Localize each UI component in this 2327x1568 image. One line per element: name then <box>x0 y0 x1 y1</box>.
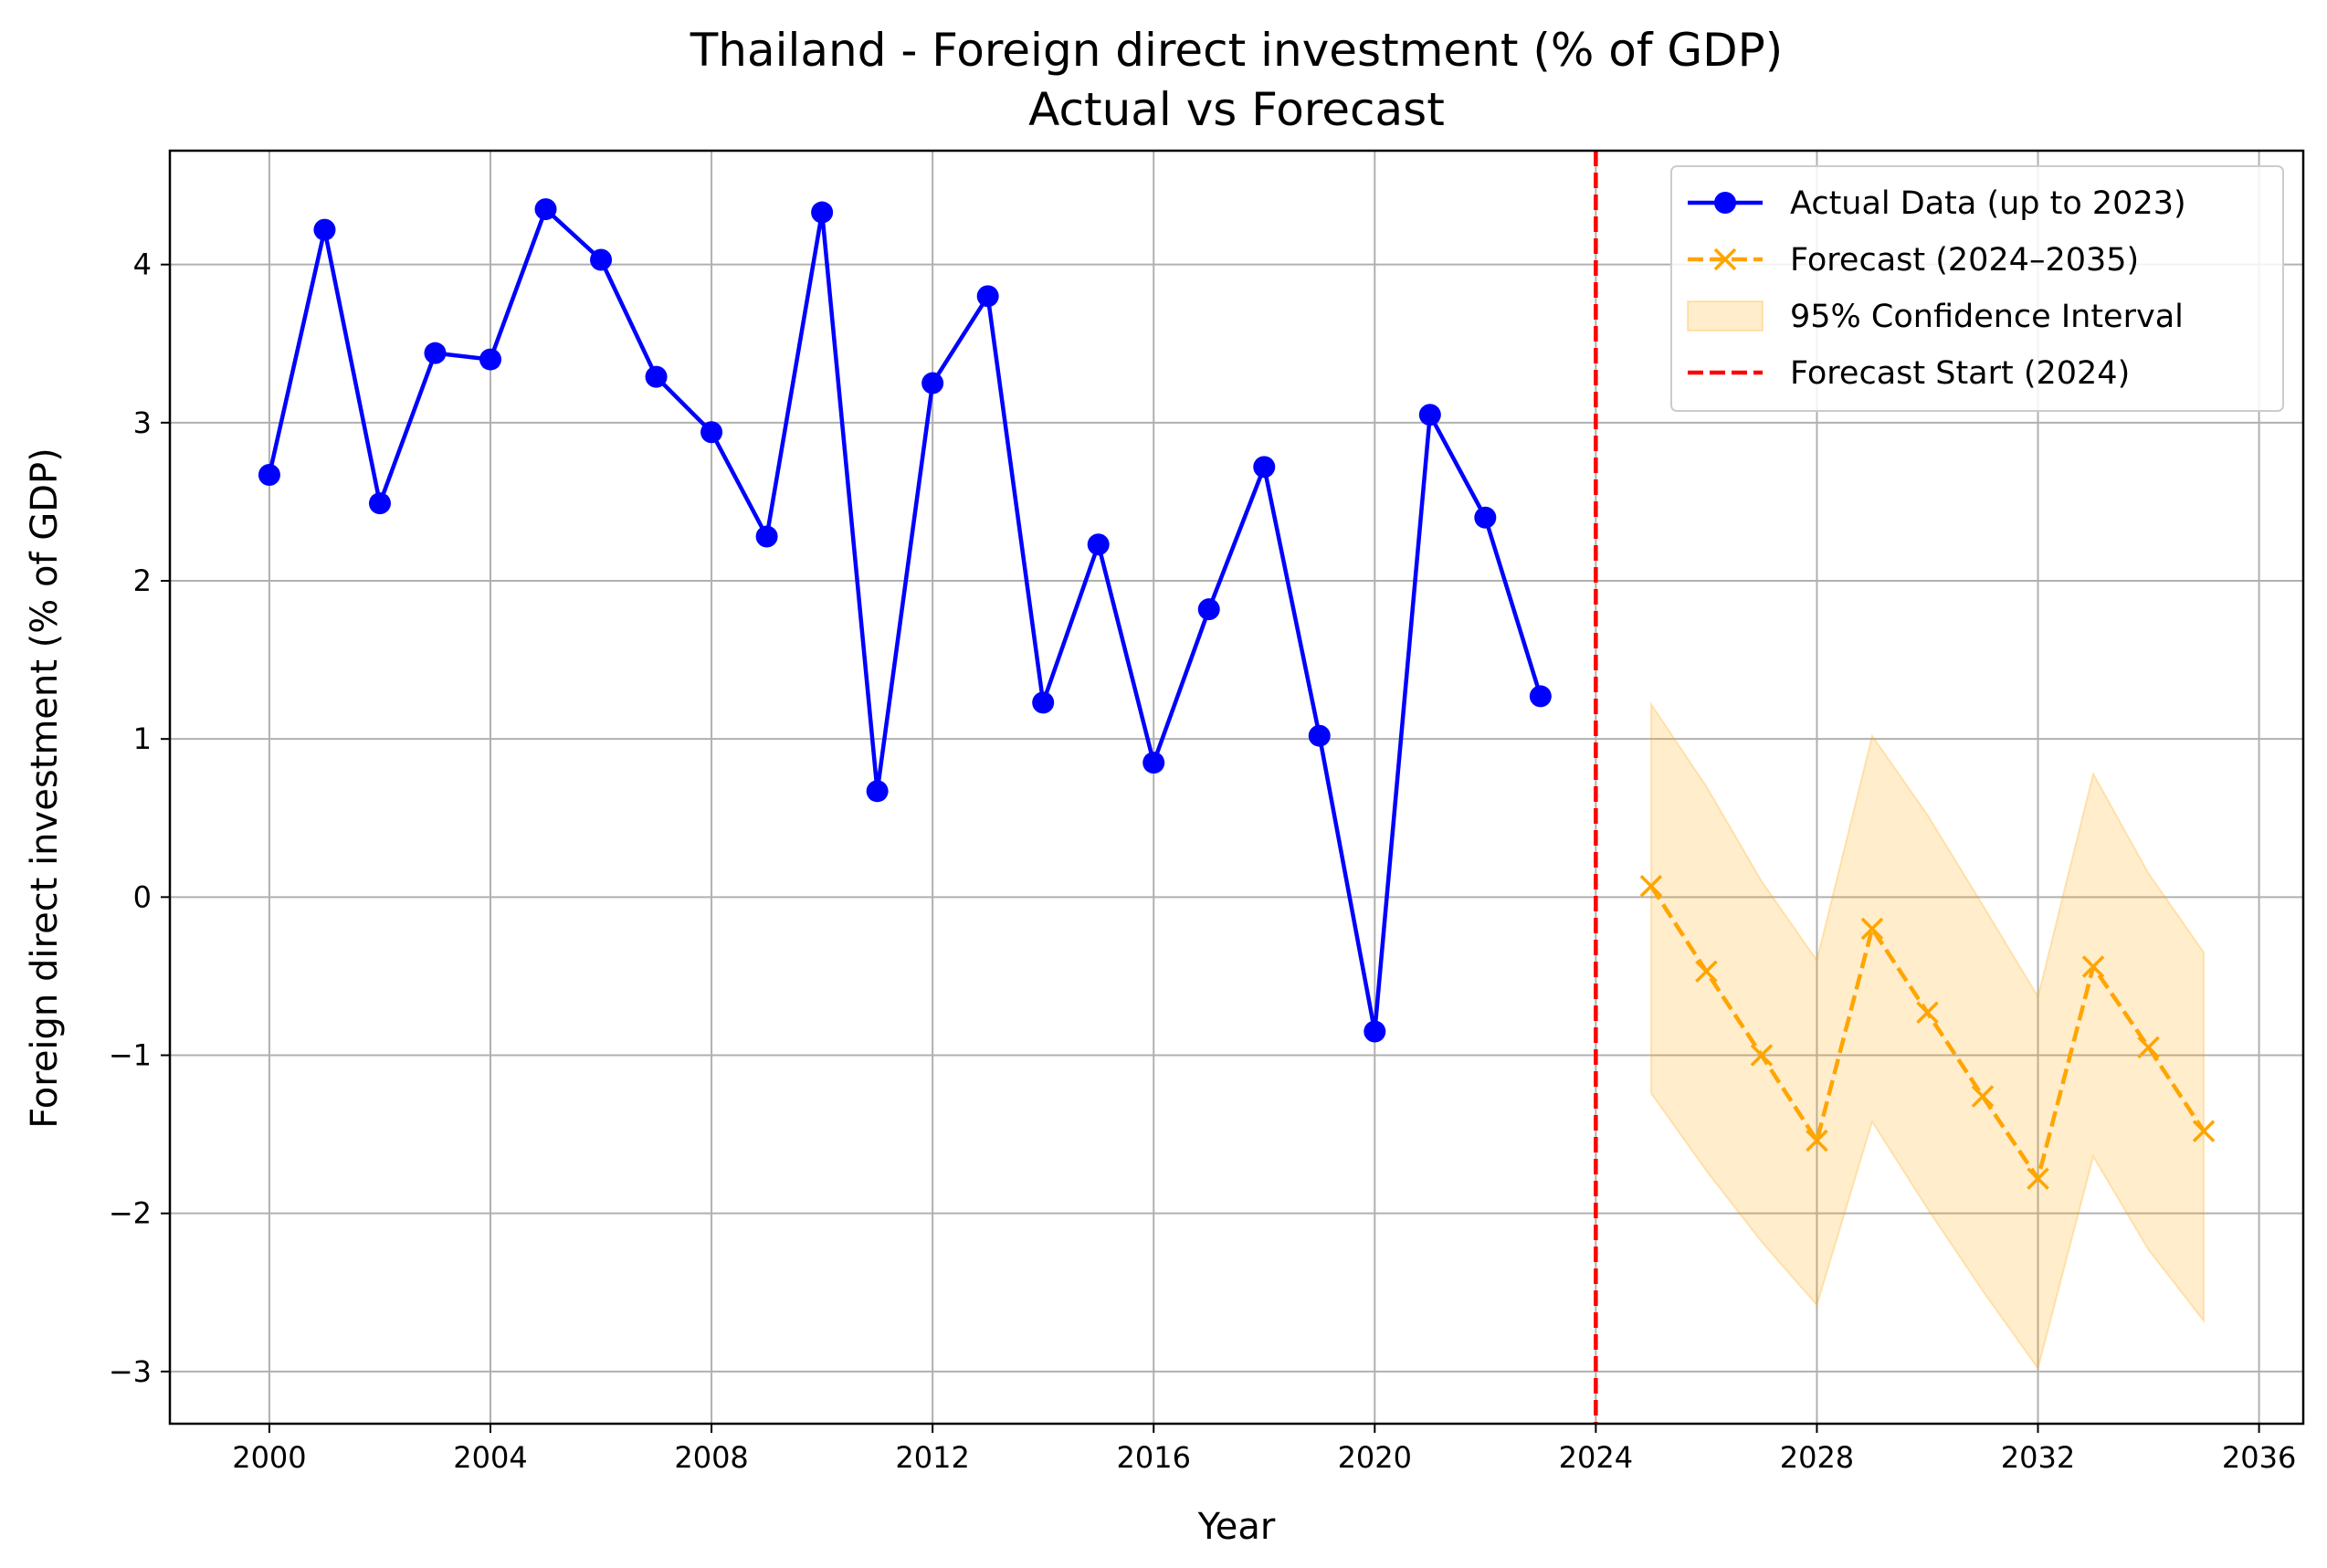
data-point <box>368 492 391 515</box>
data-point <box>1860 917 1884 941</box>
data-point <box>700 421 723 444</box>
legend-item: Forecast Start (2024) <box>1688 355 2130 392</box>
confidence-band <box>1649 700 2206 1371</box>
y-tick-label: 0 <box>133 879 152 914</box>
data-point <box>1916 1001 1939 1024</box>
legend-label: Forecast (2024–2035) <box>1790 242 2139 279</box>
x-axis-label: Year <box>1197 1506 1276 1548</box>
legend-box <box>1670 165 2284 412</box>
x-tick-label: 2012 <box>895 1440 969 1475</box>
data-point <box>313 218 336 241</box>
confidence-interval <box>1649 700 2206 1371</box>
legend-label: 95% Confidence Interval <box>1790 299 2184 335</box>
legend-item: 95% Confidence Interval <box>1687 299 2184 335</box>
data-point <box>921 372 944 395</box>
x-tick-label: 2000 <box>232 1440 306 1475</box>
legend-item: Actual Data (up to 2023) <box>1688 185 2186 222</box>
y-tick-label: 1 <box>133 721 152 756</box>
data-point <box>1087 533 1110 556</box>
y-tick-label: 2 <box>133 563 152 598</box>
x-tick-label: 2028 <box>1780 1440 1854 1475</box>
y-tick-label: −1 <box>109 1038 152 1073</box>
data-point <box>1364 1020 1386 1043</box>
data-point <box>1529 685 1552 708</box>
legend-item: Forecast (2024–2035) <box>1688 242 2139 279</box>
x-tick-label: 2020 <box>1338 1440 1412 1475</box>
data-point <box>1971 1085 1995 1108</box>
data-point <box>2081 955 2105 978</box>
data-point <box>645 365 668 388</box>
data-point <box>1639 874 1663 898</box>
series-1 <box>258 198 1552 1043</box>
data-point <box>1474 506 1497 529</box>
chart-subtitle: Actual vs Forecast <box>1028 83 1445 136</box>
x-tick-label: 2024 <box>1559 1440 1633 1475</box>
series <box>258 198 2216 1190</box>
data-point <box>590 248 613 271</box>
data-point <box>1750 1044 1774 1067</box>
y-tick-label: 3 <box>133 405 152 440</box>
data-point <box>976 285 999 308</box>
data-point <box>534 198 557 221</box>
legend-label: Forecast Start (2024) <box>1790 355 2130 392</box>
data-point <box>424 342 447 364</box>
x-tick-label: 2004 <box>453 1440 527 1475</box>
y-axis-label: Foreign direct investment (% of GDP) <box>24 447 66 1129</box>
data-point <box>811 201 834 224</box>
data-point <box>755 525 778 548</box>
legend: Actual Data (up to 2023) Forecast (2024–2… <box>1670 165 2284 412</box>
series-2 <box>1639 874 2216 1190</box>
data-point <box>1253 456 1276 479</box>
data-point <box>1418 404 1441 426</box>
data-point <box>2137 1036 2160 1059</box>
data-point <box>1695 960 1718 983</box>
legend-label: Actual Data (up to 2023) <box>1790 185 2186 222</box>
data-point <box>1197 598 1220 621</box>
x-tick-label: 2016 <box>1117 1440 1191 1475</box>
chart-title: Thailand - Foreign direct investment (% … <box>690 24 1784 77</box>
data-point <box>2192 1120 2216 1142</box>
axes: 2000 2004 2008 2012 2016 2020 2024 2028 2032 2036… <box>109 149 2305 1475</box>
data-point <box>1142 752 1165 774</box>
y-tick-label: 4 <box>133 247 152 282</box>
data-point <box>479 348 502 371</box>
x-tick-label: 2032 <box>2001 1440 2075 1475</box>
data-point <box>1032 691 1055 714</box>
x-tick-label: 2008 <box>674 1440 748 1475</box>
y-tick-label: −3 <box>109 1354 152 1389</box>
data-point <box>866 780 889 803</box>
data-point <box>258 463 280 486</box>
data-point <box>1308 724 1331 747</box>
legend-marker <box>1714 192 1736 214</box>
plot-frame <box>168 149 2305 1426</box>
series-line <box>267 206 1543 1034</box>
grid <box>170 151 2303 1424</box>
legend-swatch <box>1687 300 1764 331</box>
data-point <box>2027 1167 2049 1190</box>
data-point <box>1806 1129 1828 1152</box>
y-tick-label: −2 <box>109 1196 152 1231</box>
x-tick-label: 2036 <box>2222 1440 2296 1475</box>
legend-marker <box>1713 247 1737 271</box>
